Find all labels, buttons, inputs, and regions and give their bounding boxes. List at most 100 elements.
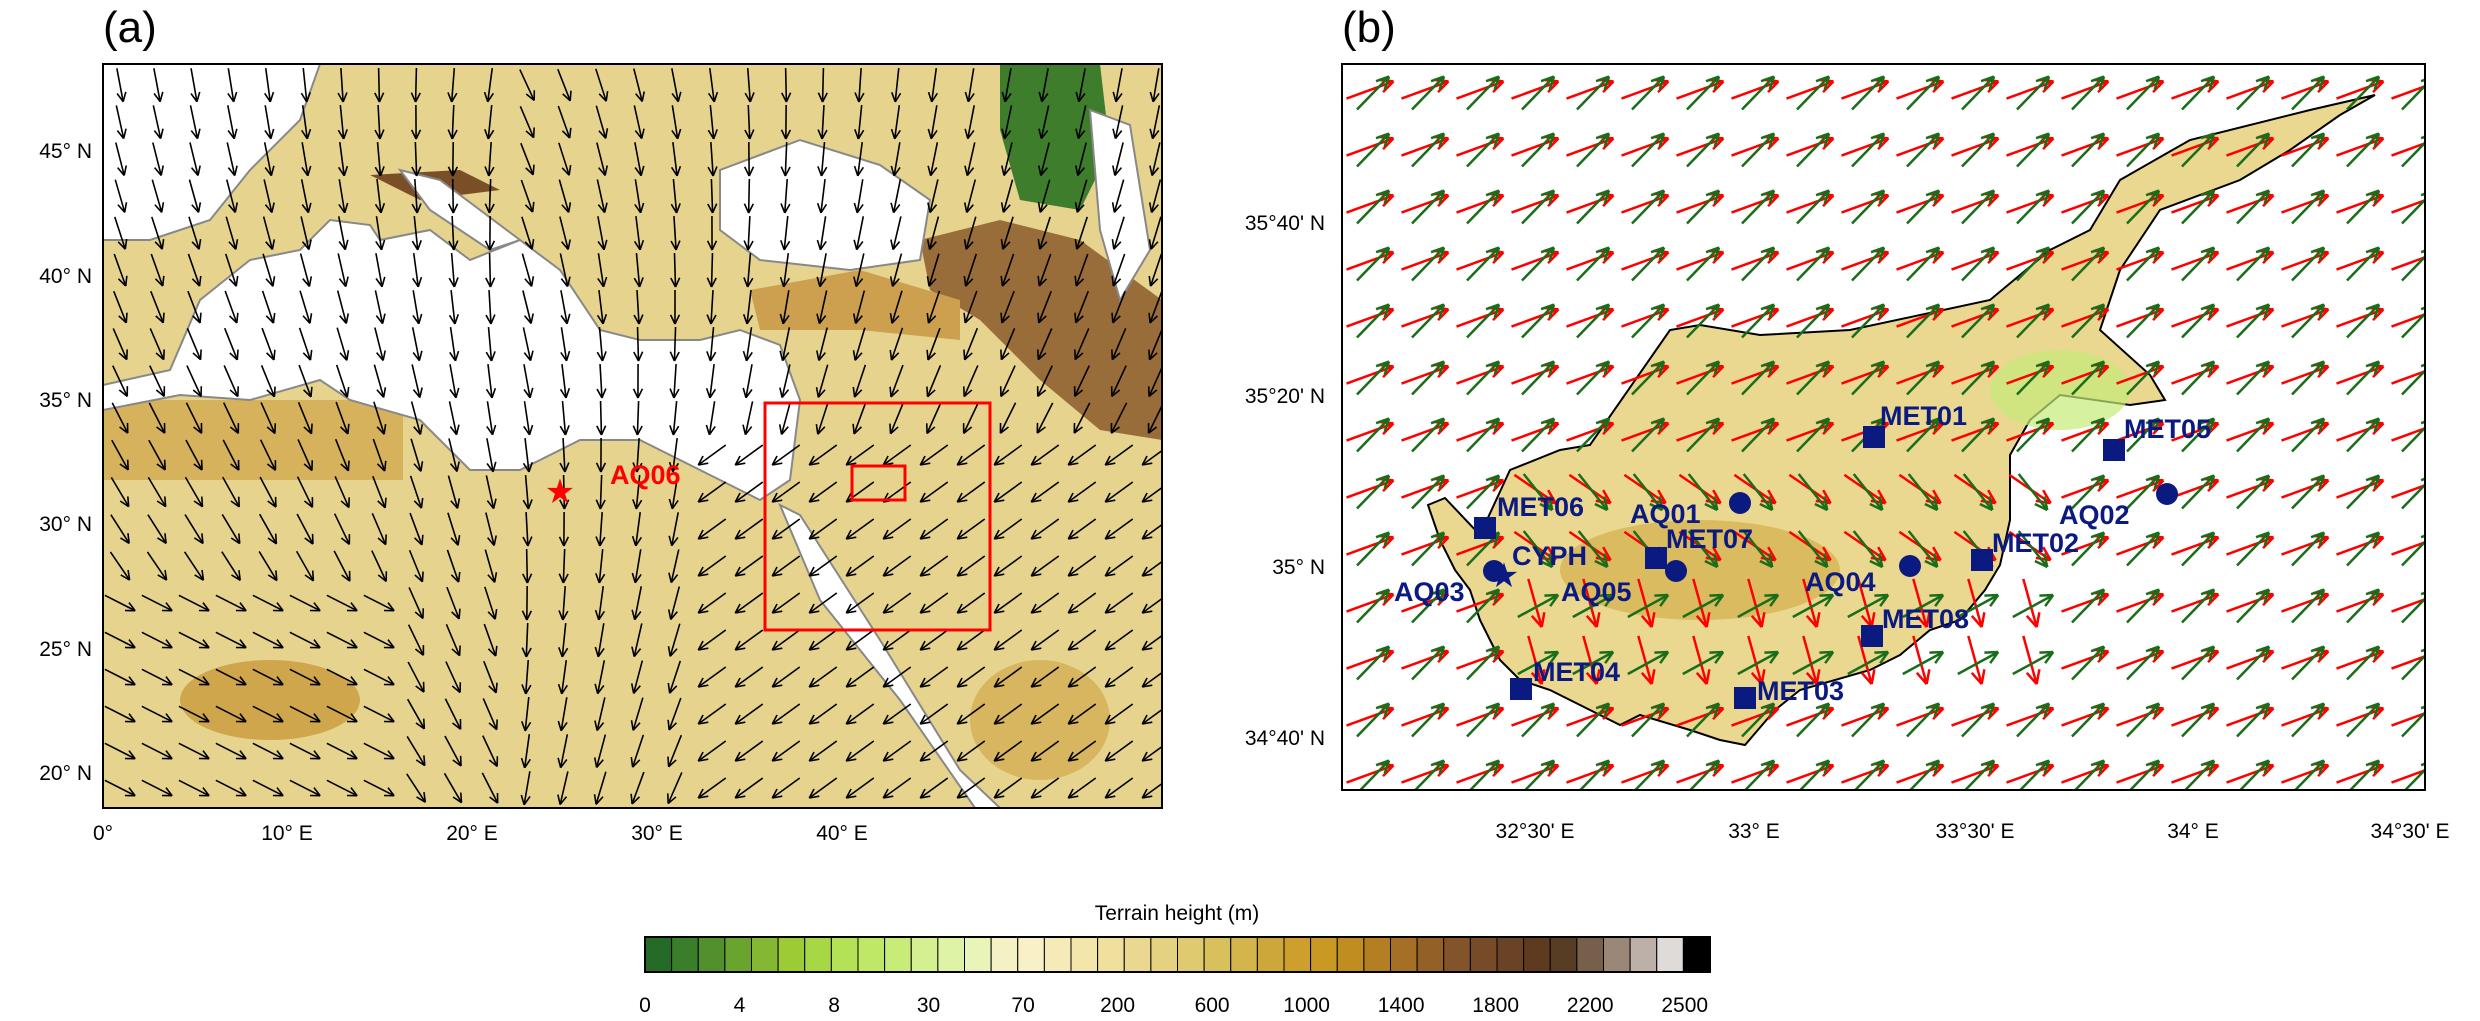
wind-arrow (1074, 328, 1090, 361)
wind-arrow (104, 742, 136, 760)
observed-wind-arrow (2126, 531, 2161, 567)
wind-arrow (632, 400, 643, 436)
wind-arrow (223, 327, 239, 361)
wind-arrow (558, 585, 569, 621)
wind-arrow (333, 550, 351, 582)
wind-arrow (780, 216, 791, 251)
colorbar-swatch (1177, 936, 1205, 973)
observed-wind-arrow (1411, 75, 1446, 111)
wind-arrow (780, 178, 791, 214)
wind-arrow (734, 481, 764, 503)
wind-arrow (956, 629, 986, 651)
observed-wind-arrow (2071, 75, 2106, 111)
observed-wind-arrow (1411, 246, 1446, 282)
observed-wind-arrow (2401, 135, 2425, 168)
observed-wind-arrow (2016, 360, 2051, 396)
wind-arrow (956, 666, 986, 688)
colorbar-swatch (1656, 936, 1684, 973)
wind-arrow (519, 69, 536, 102)
model-wind-arrow (2391, 306, 2425, 328)
colorbar-swatch (1629, 936, 1658, 973)
observed-wind-arrow (1906, 360, 1941, 396)
colorbar-swatch (777, 936, 806, 973)
wind-arrow (993, 592, 1023, 614)
wind-arrow (1030, 555, 1060, 577)
wind-arrow (706, 252, 717, 288)
wind-arrow (633, 216, 645, 251)
wind-arrow (771, 555, 801, 577)
wind-arrow (771, 481, 801, 503)
wind-arrow (993, 703, 1023, 725)
wind-arrow (993, 481, 1023, 503)
wind-arrow (222, 439, 240, 471)
wind-arrow (919, 629, 949, 651)
colorbar-swatch (1682, 936, 1711, 973)
observed-wind-arrow (1411, 132, 1446, 168)
wind-arrow (666, 772, 683, 805)
colorbar-swatch (1390, 936, 1418, 973)
wind-arrow (447, 178, 459, 214)
observed-wind-arrow (2071, 645, 2106, 681)
wind-arrow (963, 179, 977, 213)
colorbar-swatch (964, 936, 992, 973)
wind-arrow (1112, 142, 1124, 177)
observed-wind-arrow (1411, 189, 1446, 225)
observed-wind-arrow (2236, 246, 2271, 282)
terrain-lowland-green (1000, 64, 1110, 210)
wind-arrow (817, 104, 828, 140)
observed-wind-arrow (1961, 189, 1996, 225)
wind-arrow (258, 513, 278, 545)
model-wind-arrow (2391, 477, 2425, 499)
wind-arrow (1036, 402, 1054, 434)
wind-arrow (300, 179, 312, 214)
wind-arrow (521, 622, 532, 658)
wind-arrow (1030, 518, 1060, 540)
lat-tick: 34°40' N (1245, 727, 1325, 750)
observed-wind-arrow (1466, 474, 1501, 510)
observed-wind-arrow (1411, 588, 1446, 624)
colorbar-label: 1800 (1472, 994, 1519, 1017)
wind-arrow (742, 364, 753, 399)
observed-wind-arrow (2293, 759, 2326, 790)
observed-wind-arrow (2401, 192, 2425, 225)
colorbar-swatch (937, 936, 965, 973)
wind-arrow (671, 105, 682, 140)
wind-arrow (1067, 777, 1097, 799)
model-wind-arrow (1692, 578, 1711, 628)
wind-arrow (597, 253, 608, 288)
observed-wind-arrow (1741, 303, 1776, 339)
lon-tick: 34° E (2167, 820, 2219, 843)
wind-arrow (558, 511, 570, 547)
model-wind-arrow (2391, 420, 2425, 442)
wind-arrow (557, 771, 569, 806)
lon-tick: 34°30' E (2371, 820, 2450, 843)
wind-arrow (630, 697, 644, 731)
observed-wind-arrow (1851, 303, 1886, 339)
wind-arrow (184, 476, 204, 508)
station-aq04: AQ04 (1805, 555, 1921, 597)
panel-a-lat-ticks: 45° N 40° N 35° N 30° N 25° N 20° N (39, 140, 92, 785)
observed-wind-arrow (1466, 588, 1501, 624)
station-label: MET04 (1533, 657, 1620, 687)
wind-arrow (596, 363, 607, 399)
observed-wind-arrow (1523, 759, 1556, 790)
wind-arrow (919, 666, 949, 688)
wind-arrow (104, 594, 136, 612)
observed-wind-arrow (2236, 531, 2271, 567)
circle-marker-icon (1483, 560, 1505, 582)
wind-arrow (557, 660, 569, 695)
wind-arrow (919, 444, 949, 466)
wind-arrow (1147, 365, 1162, 398)
observed-wind-arrow (1631, 360, 1666, 396)
model-wind-arrow (1582, 635, 1601, 685)
colorbar (644, 936, 1711, 973)
wind-arrow (410, 438, 424, 472)
observed-wind-arrow (2236, 303, 2271, 339)
colorbar-swatch (644, 936, 673, 973)
wind-arrow (1067, 629, 1097, 651)
wind-arrow (817, 67, 828, 103)
colorbar-swatch (1256, 936, 1285, 973)
wind-arrow (1038, 68, 1049, 103)
wind-arrow (668, 549, 680, 584)
